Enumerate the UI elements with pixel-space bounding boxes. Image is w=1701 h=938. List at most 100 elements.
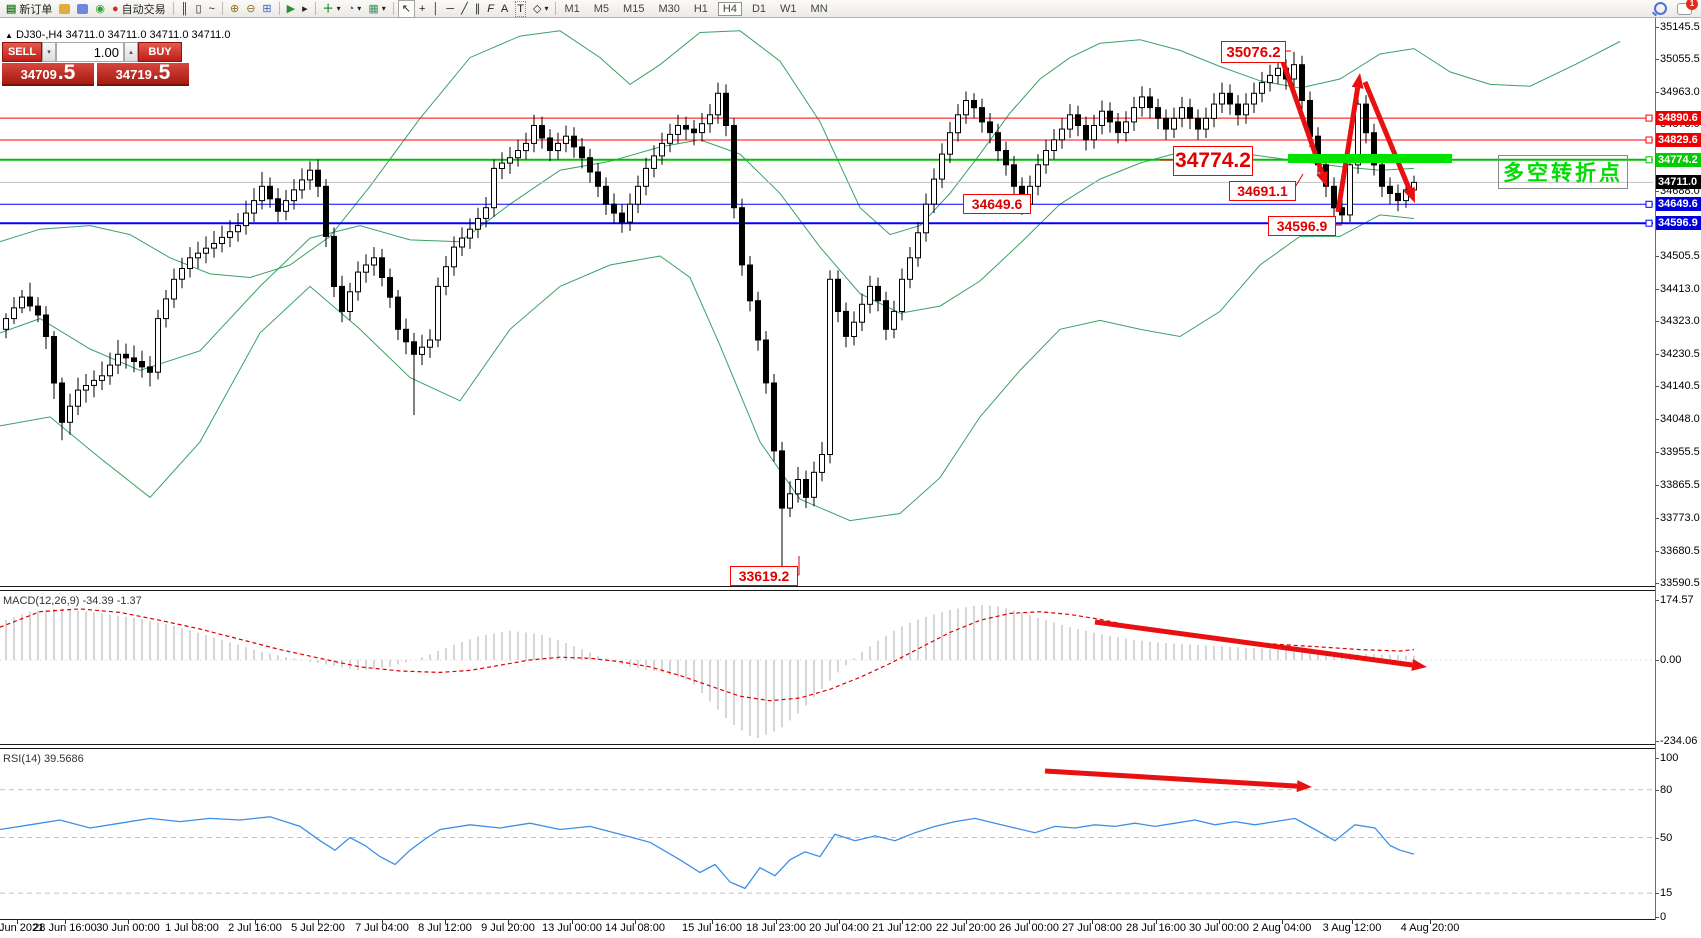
- trendline-tool-button[interactable]: ╱: [458, 1, 471, 17]
- candle-body: [379, 257, 385, 278]
- timeframe-button-H4[interactable]: H4: [717, 1, 742, 16]
- candle-body: [315, 169, 321, 187]
- macd-panel-canvas[interactable]: [0, 592, 1655, 745]
- level-handle[interactable]: [1645, 200, 1653, 208]
- shapes-tool-button[interactable]: ◇ ▾: [530, 1, 551, 17]
- volume-input[interactable]: 1.00: [56, 42, 124, 62]
- auto-scroll-button[interactable]: ▶: [284, 1, 298, 17]
- candle-body: [1131, 107, 1137, 123]
- candle-body: [1371, 132, 1377, 166]
- new-order-button[interactable]: ▤ 新订单: [3, 1, 55, 17]
- candle-body: [739, 207, 745, 266]
- candle-chart-button[interactable]: ▯: [192, 1, 204, 17]
- trend-arrow-2[interactable]: [1335, 87, 1361, 213]
- timeframe-button-M5[interactable]: M5: [593, 2, 610, 15]
- candle-body: [835, 278, 841, 312]
- panel-separator[interactable]: [0, 744, 1655, 749]
- candle-body: [75, 389, 81, 407]
- price-tick-label: 34505.5: [1660, 249, 1700, 262]
- level-handle[interactable]: [1645, 156, 1653, 164]
- macd-trend-arrow[interactable]: [1094, 619, 1413, 668]
- cursor-tool-button[interactable]: ↖: [397, 0, 415, 18]
- candle-body: [539, 125, 545, 139]
- search-icon[interactable]: [1654, 2, 1667, 15]
- timeframe-button-M1[interactable]: M1: [564, 2, 580, 15]
- candle-body: [1099, 110, 1105, 126]
- panel-separator[interactable]: [0, 586, 1655, 591]
- candle-body: [115, 353, 121, 366]
- buy-button[interactable]: BUY: [138, 42, 182, 62]
- fibonacci-tool-button[interactable]: F: [484, 1, 497, 17]
- time-label: 20 Jul 04:00: [809, 922, 869, 934]
- line-chart-button[interactable]: ~: [206, 1, 218, 17]
- candle-body: [899, 278, 905, 312]
- turning-point-label[interactable]: 多空转折点: [1498, 155, 1628, 189]
- label-tool-button[interactable]: T: [512, 0, 529, 17]
- time-tick-mark: [1029, 919, 1030, 924]
- zoom-in-button[interactable]: ⊕: [227, 1, 242, 17]
- tile-windows-button[interactable]: ⊞: [259, 1, 274, 17]
- bar-chart-button[interactable]: ║: [178, 1, 192, 17]
- price-label-34774-2[interactable]: 34774.2: [1173, 146, 1253, 176]
- buy-price[interactable]: 34719 .5: [97, 62, 189, 86]
- trend-arrow-3[interactable]: [1362, 81, 1412, 191]
- volume-increase-button[interactable]: ▴: [124, 42, 138, 62]
- support-zone-bar[interactable]: [1288, 154, 1452, 163]
- price-label-34596-9[interactable]: 34596.9: [1268, 216, 1336, 236]
- candle-body: [611, 203, 617, 214]
- periods-button[interactable]: ◔ ▾: [345, 1, 365, 17]
- buy-price-main: 34719: [115, 67, 152, 82]
- candle-body: [1067, 114, 1073, 130]
- candle-body: [43, 314, 49, 337]
- rsi-axis-label: 15: [1660, 887, 1673, 900]
- candle-body: [731, 125, 737, 209]
- text-tool-button[interactable]: A: [498, 1, 511, 17]
- level-handle[interactable]: [1645, 114, 1653, 122]
- candle-body: [563, 135, 569, 144]
- vertical-line-icon: │: [432, 2, 440, 15]
- candle-body: [923, 203, 929, 234]
- timeframe-button-W1[interactable]: W1: [780, 2, 797, 15]
- hline-tool-button[interactable]: ─: [443, 1, 457, 17]
- rsi-trend-arrow[interactable]: [1044, 768, 1298, 789]
- level-handle[interactable]: [1645, 136, 1653, 144]
- price-label-35076-2[interactable]: 35076.2: [1221, 41, 1286, 63]
- autotrade-button[interactable]: ● 自动交易: [109, 1, 169, 17]
- price-label-34691-1[interactable]: 34691.1: [1229, 181, 1296, 201]
- metaeditor-button[interactable]: [74, 1, 91, 17]
- candle-body: [1363, 103, 1369, 134]
- candle-body: [1003, 150, 1009, 166]
- styles-button[interactable]: [56, 1, 73, 17]
- templates-icon: ▦: [368, 2, 379, 15]
- chart-shift-button[interactable]: ▸: [299, 1, 311, 17]
- candle-body: [1219, 92, 1225, 105]
- zoom-out-button[interactable]: ⊖: [243, 1, 258, 17]
- timeframe-button-D1[interactable]: D1: [751, 2, 767, 15]
- candle-body: [1051, 139, 1057, 152]
- timeframe-button-M30[interactable]: M30: [658, 2, 680, 15]
- level-handle[interactable]: [1645, 219, 1653, 227]
- sell-price[interactable]: 34709 .5: [2, 62, 94, 86]
- candle-body: [27, 296, 33, 307]
- price-tick-mark: [1655, 321, 1659, 323]
- broadcast-button[interactable]: ◉: [92, 1, 108, 17]
- indicators-button[interactable]: ＋ ▾: [320, 1, 344, 17]
- timeframe-button-MN[interactable]: MN: [810, 2, 828, 15]
- timeframe-button-M15[interactable]: M15: [623, 2, 645, 15]
- price-label-34649-6[interactable]: 34649.6: [963, 194, 1031, 214]
- timeframe-button-H1[interactable]: H1: [693, 2, 708, 15]
- volume-decrease-button[interactable]: ▾: [42, 42, 56, 62]
- price-tick-label: 34963.0: [1660, 86, 1700, 99]
- price-label-33619-2[interactable]: 33619.2: [730, 566, 798, 586]
- candle-body: [1187, 107, 1193, 119]
- candle-body: [819, 454, 825, 473]
- notifications-icon[interactable]: 1: [1677, 0, 1698, 15]
- templates-button[interactable]: ▦ ▾: [365, 1, 388, 17]
- channel-tool-button[interactable]: ∥: [472, 1, 484, 17]
- time-label: 5 Jul 22:00: [291, 922, 345, 934]
- vline-tool-button[interactable]: │: [429, 1, 442, 17]
- main-chart-canvas[interactable]: [0, 18, 1655, 588]
- rsi-panel-canvas[interactable]: [0, 750, 1655, 919]
- crosshair-tool-button[interactable]: +: [416, 1, 428, 17]
- sell-button[interactable]: SELL: [2, 42, 42, 62]
